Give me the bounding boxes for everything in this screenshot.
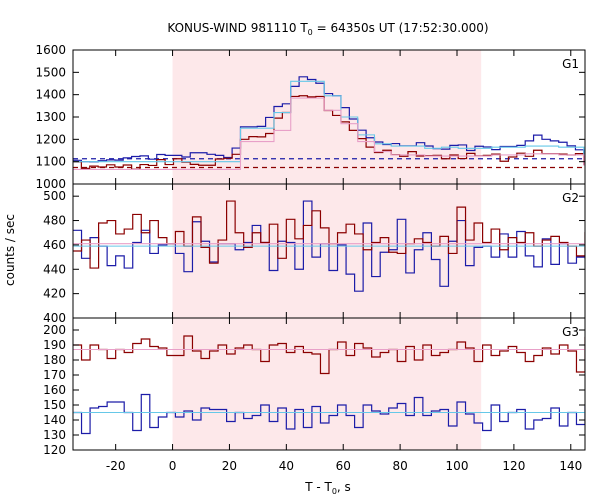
x-tick-label: -20 <box>106 459 126 473</box>
x-axis-label-main: T - T <box>304 480 332 494</box>
panel-g1: 1000 1100 1200 1300 1400 1500 1600 G1 <box>35 43 586 191</box>
x-tick-label: 60 <box>336 459 351 473</box>
x-tick-label: 120 <box>502 459 525 473</box>
y-axis-label: counts / sec <box>3 214 17 286</box>
chart-title-rest: = 64350s UT (17:52:30.000) <box>313 21 489 35</box>
y-tick-label: 1200 <box>35 132 66 146</box>
y-tick-label: 140 <box>43 413 66 427</box>
y-tick-label: 190 <box>43 338 66 352</box>
y-tick-label: 180 <box>43 353 66 367</box>
light-curve-series <box>73 200 585 292</box>
shaded-interval <box>172 184 482 318</box>
x-axis-label-subscript: 0 <box>332 487 337 496</box>
y-tick-label: 460 <box>43 238 66 252</box>
y-tick-label: 1000 <box>35 177 66 191</box>
x-tick-label: 40 <box>279 459 294 473</box>
y-tick-label: 130 <box>43 428 66 442</box>
x-tick-label: 80 <box>392 459 407 473</box>
shaded-interval <box>172 318 482 450</box>
y-tick-label: 400 <box>43 311 66 325</box>
y-tick-label: 480 <box>43 214 66 228</box>
shaded-interval <box>172 50 482 184</box>
y-tick-label: 160 <box>43 383 66 397</box>
panel-plot-area <box>73 200 585 292</box>
x-axis-label-rest: , s <box>337 480 351 494</box>
y-tick-label: 170 <box>43 368 66 382</box>
x-axis-label: T - T0, s <box>304 480 351 496</box>
y-tick-label: 1500 <box>35 65 66 79</box>
x-tick-label: 100 <box>446 459 469 473</box>
x-tick-label: 140 <box>559 459 582 473</box>
x-tick-label: 20 <box>222 459 237 473</box>
y-tick-label: 120 <box>43 443 66 457</box>
fit-curve <box>73 97 585 171</box>
panel-tag-label: G3 <box>562 325 579 339</box>
chart-title: KONUS-WIND 981110 T0 = 64350s UT (17:52:… <box>167 21 488 37</box>
panel-tag-label: G2 <box>562 191 579 205</box>
light-curve-series <box>73 95 585 170</box>
panel-frame <box>72 317 586 451</box>
y-tick-label: 150 <box>43 398 66 412</box>
panel-g2: 400 420 440 460 480 500 G2 <box>43 183 586 325</box>
y-tick-label: 420 <box>43 287 66 301</box>
panels-layer: 1000110012001300140015001600G14004204404… <box>35 43 586 473</box>
panel-plot-area <box>73 76 585 171</box>
x-tick-label: 0 <box>169 459 177 473</box>
light-curve-series <box>73 393 585 435</box>
y-tick-label: 500 <box>43 189 66 203</box>
fit-curve <box>73 80 585 163</box>
y-tick-label: 1100 <box>35 155 66 169</box>
chart-title-subscript: 0 <box>308 28 313 37</box>
y-tick-label: 200 <box>43 323 66 337</box>
y-tick-label: 1600 <box>35 43 66 57</box>
y-tick-label: 440 <box>43 262 66 276</box>
chart-title-main: KONUS-WIND 981110 T <box>167 21 308 35</box>
y-tick-label: 1300 <box>35 110 66 124</box>
panel-plot-area <box>73 335 585 435</box>
panel-tag-label: G1 <box>562 57 579 71</box>
y-tick-label: 1400 <box>35 88 66 102</box>
